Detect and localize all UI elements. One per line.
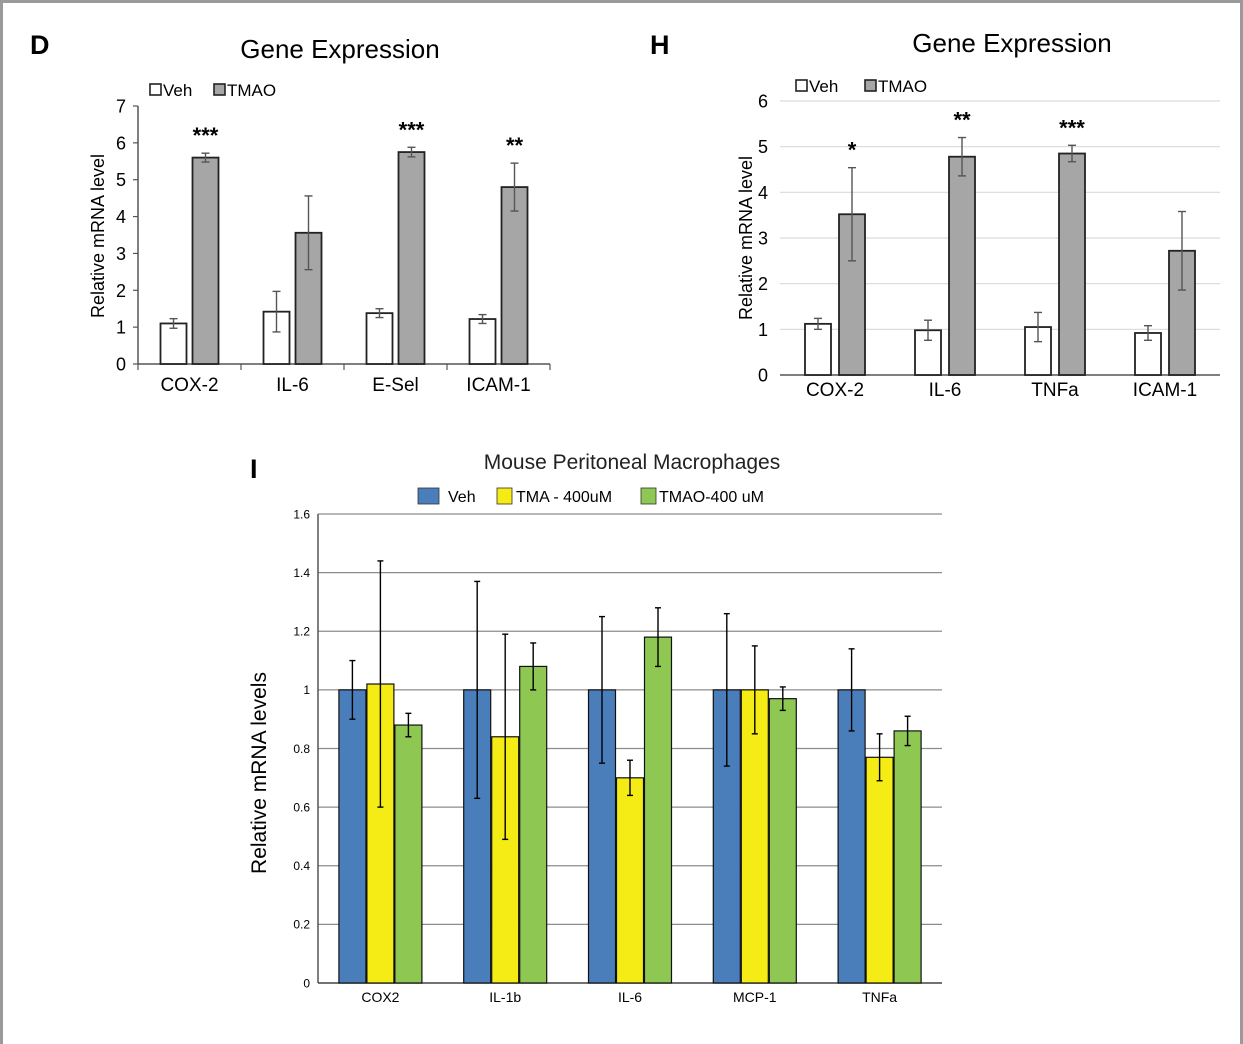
panel-h-legend-label: TMAO: [878, 77, 927, 96]
panel-d-ytick-label: 2: [116, 281, 126, 301]
panel-i-ylabel: Relative mRNA levels: [248, 672, 271, 874]
panel-d-ytick-label: 6: [116, 133, 126, 153]
panel-d-bar-veh: [365, 312, 394, 365]
panel-h-significance-mark: ***: [1059, 115, 1085, 140]
panel-i-category-label: IL-6: [618, 989, 642, 1005]
panel-h-category-label: ICAM-1: [1133, 380, 1197, 401]
panel-d-bar-tmao: [191, 156, 220, 365]
panel-i-ytick-label: 1.6: [293, 507, 310, 521]
panel-i-legend-swatch: [417, 487, 440, 505]
panel-d-category-label: COX-2: [160, 375, 218, 396]
panel-d-ytick-label: 3: [116, 244, 126, 264]
panel-i-bar-veh: [338, 689, 367, 984]
panel-h-ytick-label: 3: [758, 228, 768, 248]
panel-d-legend-label: TMAO: [227, 81, 276, 100]
panel-h-category-label: IL-6: [929, 380, 962, 401]
panel-h-ytick-label: 5: [758, 137, 768, 157]
panel-i-bar-tmao-400-um: [643, 636, 673, 984]
panel-i-bar-tma-400um: [740, 689, 769, 984]
panel-h-ytick-label: 2: [758, 274, 768, 294]
panel-h-legend-swatch: [864, 79, 877, 92]
panel-h-significance-mark: *: [848, 138, 857, 163]
panel-d-title: Gene Expression: [240, 34, 439, 64]
panel-i: I Mouse Peritoneal Macrophages Relative …: [248, 451, 942, 1005]
panel-h-category-label: COX-2: [806, 380, 864, 401]
panel-i-ytick-label: 0.6: [293, 800, 310, 814]
panel-i-bar-tmao-400-um: [893, 730, 922, 984]
panel-i-category-label: TNFa: [862, 989, 897, 1005]
panel-h-plot: 0 1 2 3 4 5 6 COX-2 * IL-6 ** TNFa *** ICAM-1: [758, 91, 1220, 401]
panel-h-legend-swatch: [795, 79, 808, 92]
panel-h-bar-veh: [804, 322, 832, 376]
panel-h-significance-mark: **: [953, 108, 971, 133]
panel-h-legend-label: Veh: [809, 77, 838, 96]
panel-i-plot: 0 0.2 0.4 0.6 0.8 1 1.2 1.4 1.6 COX2 IL-1b IL-6 MCP-…: [293, 507, 942, 1005]
panel-i-legend-swatch: [640, 487, 657, 505]
panel-d-ytick-label: 1: [116, 318, 126, 338]
panel-d-significance-mark: ***: [193, 123, 219, 148]
panel-i-category-label: COX2: [361, 989, 399, 1005]
panel-h-category-label: TNFa: [1031, 380, 1079, 401]
panel-i-bar-tmao-400-um: [768, 698, 797, 984]
panel-d-bar-tmao: [397, 151, 426, 365]
panel-d-plot: 0 1 2 3 4 5 6 7 COX-2 *** IL-6 E-Sel *** ICAM-1 **: [116, 96, 551, 396]
panel-i-legend-swatch: [496, 487, 513, 505]
panel-d-significance-mark: **: [506, 133, 524, 158]
panel-i-title: Mouse Peritoneal Macrophages: [484, 451, 781, 474]
panel-i-bar-tma-400um: [615, 777, 645, 984]
panel-h-legend: Veh TMAO: [795, 77, 927, 96]
panel-i-bar-tmao-400-um: [394, 724, 423, 984]
panel-d-bar-veh: [159, 322, 188, 365]
panel-h-ytick-label: 0: [758, 365, 768, 385]
panel-i-ytick-label: 0.4: [293, 859, 310, 873]
panel-d-legend: Veh TMAO: [149, 81, 276, 100]
panel-h-ytick-label: 4: [758, 183, 768, 203]
panel-i-ytick-label: 1.4: [293, 566, 310, 580]
panel-d-label: D: [30, 30, 50, 60]
panel-i-legend-label: Veh: [448, 489, 476, 506]
panel-i-bar-veh: [837, 689, 866, 984]
panel-d-ytick-label: 0: [116, 354, 126, 374]
panel-i-ytick-label: 0: [303, 976, 310, 990]
panel-i-legend: Veh TMA - 400uM TMAO-400 uM: [417, 487, 764, 506]
panel-d-category-label: E-Sel: [372, 375, 418, 396]
panel-h-bar-tmao: [1058, 152, 1086, 376]
panel-i-category-label: MCP-1: [733, 989, 777, 1005]
panel-d-legend-label: Veh: [163, 81, 192, 100]
panel-d-significance-mark: ***: [399, 117, 425, 142]
panel-i-ytick-label: 0.8: [293, 742, 310, 756]
panel-h-ytick-label: 1: [758, 320, 768, 340]
panel-h-ytick-label: 6: [758, 91, 768, 111]
panel-d-category-label: ICAM-1: [466, 375, 530, 396]
panel-i-bar-tmao-400-um: [519, 665, 548, 984]
panel-h-bar-tmao: [948, 155, 976, 376]
panel-d-legend-swatch: [149, 83, 162, 96]
panel-i-bar-tma-400um: [865, 756, 894, 984]
panel-h: H Gene Expression Relative mRNA level Ve…: [650, 28, 1220, 401]
panel-i-legend-label: TMAO-400 uM: [659, 489, 764, 506]
panel-i-ytick-label: 0.2: [293, 918, 310, 932]
panel-h-ylabel: Relative mRNA level: [736, 156, 756, 320]
panel-d-bar-tmao: [500, 186, 529, 365]
panel-d: D Gene Expression Relative mRNA level Ve…: [30, 30, 551, 396]
panel-i-category-label: IL-1b: [489, 989, 521, 1005]
panel-i-ytick-label: 1: [303, 683, 310, 697]
panel-d-category-label: IL-6: [276, 375, 309, 396]
panel-i-legend-label: TMA - 400uM: [516, 489, 612, 506]
panel-d-ytick-label: 4: [116, 207, 126, 227]
panel-h-label: H: [650, 30, 670, 60]
panel-d-legend-swatch: [213, 83, 226, 96]
panel-d-ytick-label: 5: [116, 170, 126, 190]
panel-d-bar-veh: [468, 318, 497, 365]
panel-i-ytick-label: 1.2: [293, 625, 310, 639]
panel-d-ylabel: Relative mRNA level: [88, 154, 108, 318]
panel-d-ytick-label: 7: [116, 96, 126, 116]
panel-h-title: Gene Expression: [912, 28, 1111, 58]
panel-i-label: I: [250, 454, 258, 484]
